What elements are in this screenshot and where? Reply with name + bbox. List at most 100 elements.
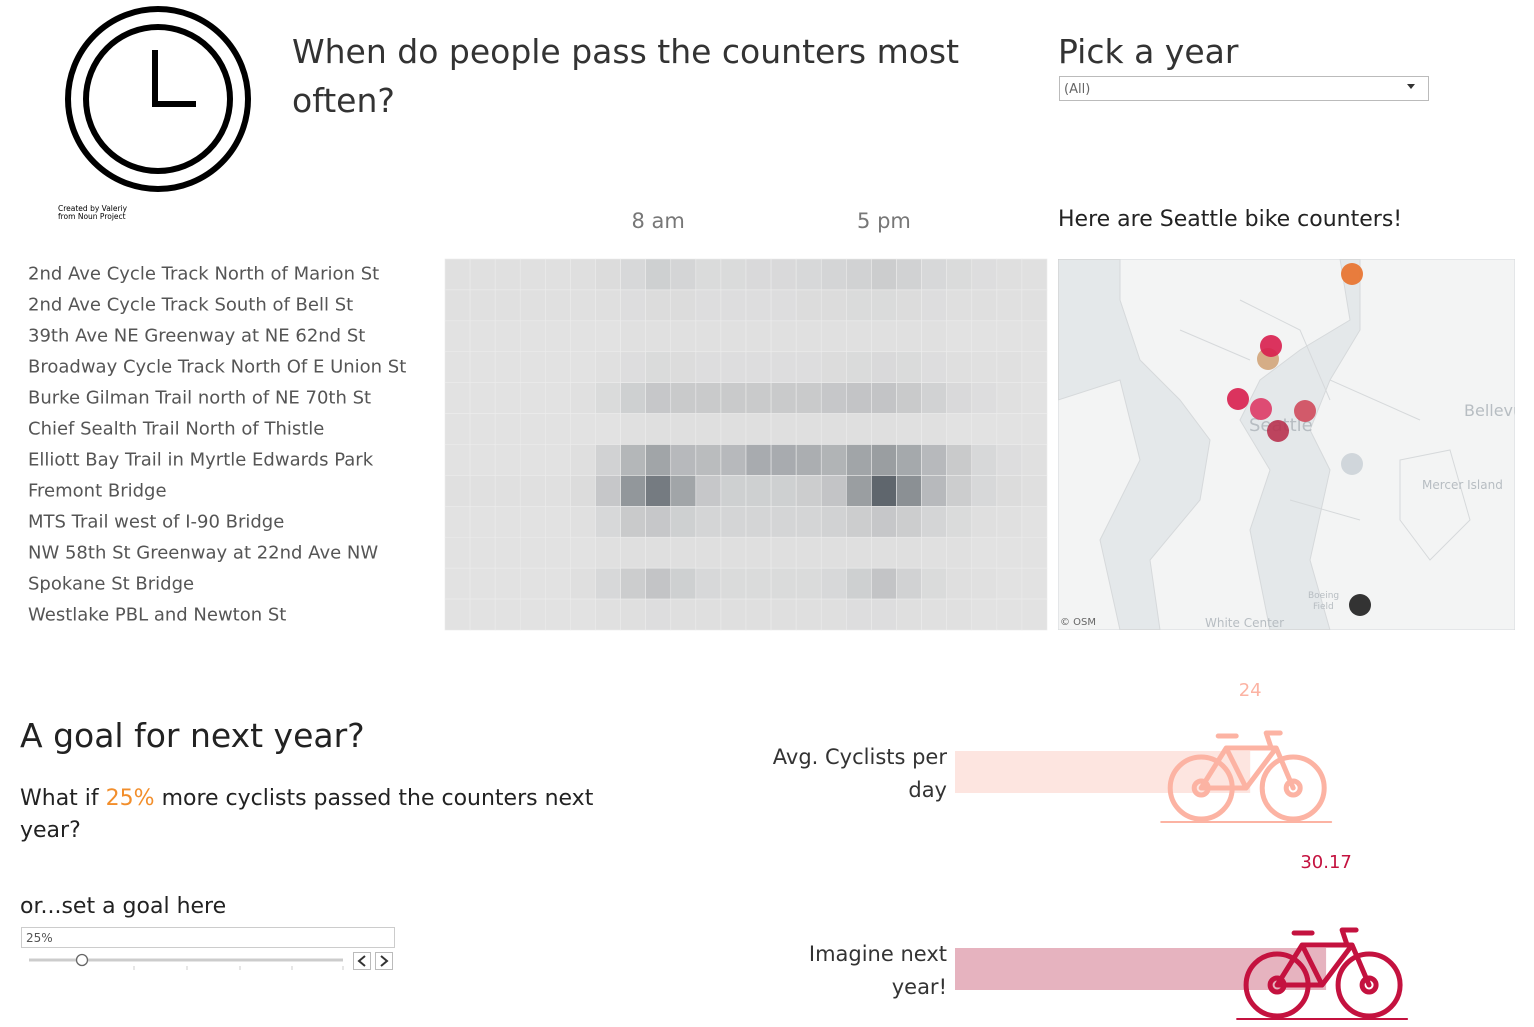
- heat-cell: [469, 258, 496, 291]
- heat-cell: [645, 289, 672, 322]
- heat-cell: [494, 536, 521, 569]
- icon-credit: from Noun Project: [58, 212, 126, 221]
- heat-cell: [620, 506, 646, 538]
- heat-cell: [695, 444, 722, 476]
- counter-marker[interactable]: [1341, 263, 1363, 285]
- parameter-value: 25%: [26, 931, 53, 945]
- heat-cell: [695, 475, 722, 507]
- heat-cell: [645, 506, 672, 538]
- heat-cell: [896, 475, 922, 507]
- heat-cell: [745, 444, 772, 476]
- heat-cell: [896, 351, 922, 383]
- heat-cell: [846, 289, 872, 322]
- heat-cell: [1021, 506, 1048, 538]
- goal-slider[interactable]: 25%: [21, 927, 395, 971]
- heat-cell: [444, 475, 471, 507]
- heat-cell: [519, 444, 546, 476]
- heat-cell: [595, 289, 621, 322]
- counter-marker[interactable]: [1260, 335, 1282, 357]
- heat-cell: [971, 413, 998, 445]
- heat-cell: [921, 258, 947, 291]
- heat-cell: [971, 475, 998, 507]
- heat-cell: [595, 506, 621, 538]
- heat-cell: [494, 475, 521, 507]
- heat-cell: [720, 536, 747, 569]
- heat-cell: [820, 475, 847, 507]
- heat-cell: [846, 258, 872, 291]
- heat-cell: [871, 258, 897, 291]
- year-dropdown[interactable]: (All): [1059, 76, 1429, 101]
- heat-cell: [745, 320, 772, 353]
- heat-cell: [519, 351, 546, 383]
- heat-cell: [570, 598, 596, 631]
- heat-cell: [770, 475, 797, 507]
- heat-cell: [871, 567, 897, 600]
- bike-icon: [1160, 730, 1333, 823]
- clock-icon: [65, 6, 251, 192]
- heat-cell: [871, 413, 897, 445]
- heat-cell: [695, 598, 722, 631]
- heat-cell: [444, 536, 471, 569]
- heat-cell: [545, 475, 571, 507]
- heat-cell: [921, 382, 947, 414]
- counter-marker[interactable]: [1341, 453, 1363, 475]
- heat-cell: [469, 506, 496, 538]
- heat-cell: [494, 382, 521, 414]
- heat-cell: [494, 506, 521, 538]
- heat-cell: [770, 567, 797, 600]
- heat-cell: [896, 258, 922, 291]
- heat-cell: [846, 382, 872, 414]
- heat-cell: [444, 567, 471, 600]
- counter-marker[interactable]: [1294, 400, 1316, 422]
- heat-cell: [720, 382, 747, 414]
- goal-title: A goal for next year?: [20, 716, 365, 755]
- heat-cell: [519, 258, 546, 291]
- heat-cell: [720, 506, 747, 538]
- map-label: Boeing: [1308, 591, 1339, 601]
- counter-marker[interactable]: [1250, 398, 1272, 420]
- heat-cell: [695, 413, 722, 445]
- heat-cell: [645, 413, 672, 445]
- heat-cell: [846, 475, 872, 507]
- heat-cell: [545, 536, 571, 569]
- parameter-label: or...set a goal here: [20, 894, 227, 919]
- counter-marker[interactable]: [1227, 388, 1249, 410]
- heat-cell: [971, 444, 998, 476]
- heat-cell: [444, 382, 471, 414]
- goal-percent: 25%: [105, 786, 155, 811]
- heat-cell: [469, 289, 496, 322]
- heat-cell: [670, 536, 697, 569]
- heat-cell: [570, 382, 596, 414]
- heat-cell: [820, 413, 847, 445]
- heat-cell: [545, 351, 571, 383]
- heat-cell: [846, 413, 872, 445]
- heat-cell: [494, 598, 521, 631]
- goal-chart: 24 30.17: [955, 680, 1409, 1020]
- heat-cell: [670, 320, 697, 353]
- heat-cell: [745, 289, 772, 322]
- heat-cell: [519, 413, 546, 445]
- heat-cell: [871, 320, 897, 353]
- heat-cell: [695, 320, 722, 353]
- bike-part: [1259, 754, 1327, 822]
- heat-cell: [770, 598, 797, 631]
- heat-cell: [620, 413, 646, 445]
- heat-cell: [469, 475, 496, 507]
- heat-cell: [996, 289, 1023, 322]
- heat-cell: [545, 258, 571, 291]
- heat-cell: [745, 536, 772, 569]
- heat-cell: [820, 289, 847, 322]
- heat-cell: [795, 320, 822, 353]
- counter-marker[interactable]: [1267, 420, 1289, 442]
- heat-cell: [971, 320, 998, 353]
- counter-marker[interactable]: [1349, 594, 1371, 616]
- heat-cell: [444, 598, 471, 631]
- filter-title: Pick a year: [1058, 32, 1239, 71]
- heat-cell: [871, 444, 897, 476]
- heat-cell: [519, 289, 546, 322]
- counter-name: Spokane St Bridge: [28, 573, 195, 595]
- heat-cell: [770, 413, 797, 445]
- bike-part: [1359, 975, 1379, 995]
- heat-cell: [971, 382, 998, 414]
